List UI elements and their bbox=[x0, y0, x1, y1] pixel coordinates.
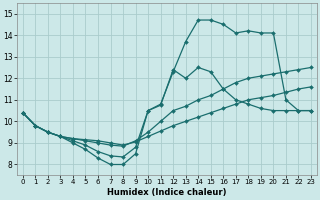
X-axis label: Humidex (Indice chaleur): Humidex (Indice chaleur) bbox=[107, 188, 227, 197]
